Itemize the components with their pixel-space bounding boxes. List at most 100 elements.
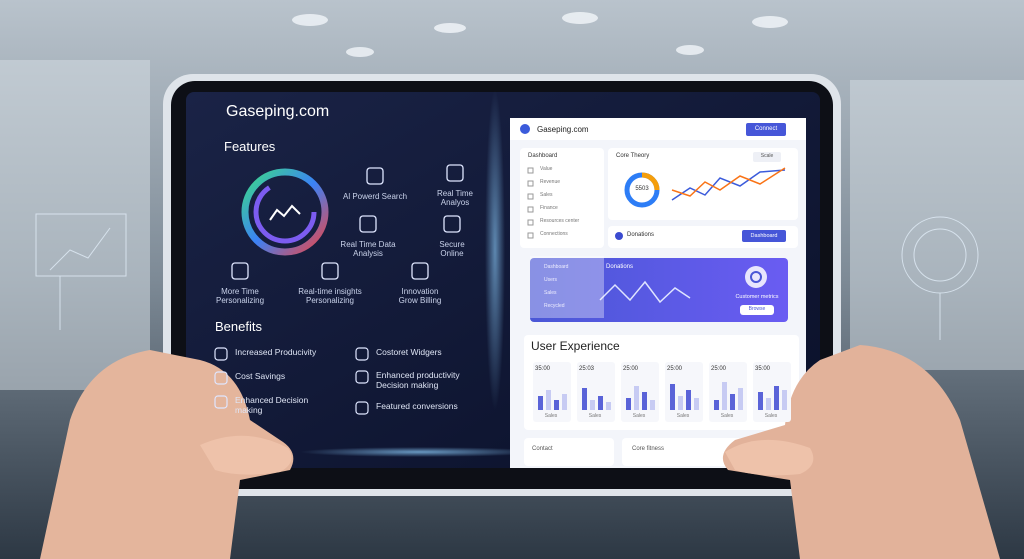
feature-icon [443, 215, 461, 233]
glow [485, 90, 505, 410]
button[interactable] [742, 230, 786, 242]
mini-bar [694, 398, 699, 410]
feature-label: Secure Online [439, 240, 465, 259]
column-label: Sales [676, 413, 690, 419]
line [671, 167, 786, 197]
mini-bar [730, 394, 735, 410]
column-label: Sales [588, 413, 602, 419]
wave [599, 280, 691, 304]
window [0, 60, 150, 390]
column-label: Sales [632, 413, 646, 419]
column-label: Sales [720, 413, 734, 419]
left-hand [40, 350, 294, 559]
benefit-label: Costoret Widgers [376, 347, 442, 357]
benefit-label: Featured conversions [376, 401, 458, 411]
feature-ring [241, 168, 329, 256]
donut [641, 172, 660, 191]
window [850, 80, 1024, 370]
button[interactable] [753, 152, 781, 162]
mini-bar [722, 382, 727, 410]
benefit-icon [355, 370, 369, 384]
brand: Gaseping.com [226, 103, 330, 120]
feature-icon [446, 164, 464, 182]
feature-icon [231, 262, 249, 280]
footer-card [524, 438, 614, 466]
feature-icon [366, 167, 384, 185]
menu-item: Sales [544, 290, 557, 296]
feature-ring [253, 180, 317, 244]
dashboard-header [510, 118, 806, 140]
mini-bar [642, 392, 647, 410]
mini-bar [626, 398, 631, 410]
feature-label: Real Time Analyos [436, 189, 474, 208]
avatar [745, 266, 767, 288]
banner-title: Donations [606, 264, 634, 270]
mini-bar [582, 388, 587, 410]
section-title: Features [224, 139, 276, 154]
right-hand [722, 345, 1000, 559]
feature-label: Innovation Grow Billing [398, 287, 442, 306]
right-thumb [725, 439, 814, 476]
feature-icon [269, 204, 301, 221]
button[interactable] [746, 123, 786, 136]
column-value: 25:03 [579, 366, 595, 372]
section-title: Benefits [215, 319, 262, 334]
profile-label: Donations [627, 232, 655, 238]
column-label: Sales [544, 413, 558, 419]
sidebar-icon [527, 219, 534, 226]
button-label: Scale [760, 153, 774, 159]
feature-label: More Time Personalizing [215, 287, 265, 306]
feature-icon [321, 262, 339, 280]
footer-label: Contact [532, 446, 553, 452]
mini-bar [554, 400, 559, 410]
button-label: Connect [754, 126, 778, 132]
sidebar-icon [527, 193, 534, 200]
sidebar-item: Revenue [540, 179, 561, 185]
avatar [750, 271, 762, 283]
sidebar-item: Value [540, 166, 553, 172]
menu-item: Recycled [544, 303, 565, 309]
mini-bar [650, 400, 655, 410]
mini-bar [758, 392, 763, 410]
menu-item: Users [544, 277, 558, 283]
mini-bar [686, 390, 691, 410]
mini-bar [782, 390, 787, 410]
sidebar-icon [527, 232, 534, 239]
hologram [35, 213, 979, 340]
mini-bar [562, 394, 567, 410]
avatar [615, 232, 623, 240]
mini-bar [546, 390, 551, 410]
mini-bar [766, 398, 771, 410]
column-value: 35:00 [535, 366, 551, 372]
sidebar-item: Sales [540, 192, 553, 198]
feature-label: Real Time Data Analysis [340, 240, 396, 259]
mini-bar [598, 396, 603, 410]
benefit-label: Cost Savings [235, 371, 286, 381]
column-value: 35:00 [755, 366, 771, 372]
button[interactable] [740, 305, 774, 315]
benefit-icon [214, 371, 228, 385]
mini-bar [774, 386, 779, 410]
mini-bar [678, 396, 683, 410]
benefit-label: Increased Producivity [235, 347, 317, 357]
sidebar-icon [527, 167, 534, 174]
sidebar-title: Dashboard [528, 153, 558, 159]
sidebar-item: Connections [540, 231, 568, 237]
benefit-icon [214, 347, 228, 361]
left-thumb [200, 435, 292, 475]
button-label: Browse [748, 306, 766, 312]
column-label: Sales [764, 413, 778, 419]
card-title: User Experience [531, 339, 620, 353]
benefit-icon [355, 401, 369, 415]
banner-caption: Customer metrics [735, 294, 779, 300]
sidebar-icon [527, 206, 534, 213]
column-value: 25:00 [667, 366, 683, 372]
mini-bar [590, 400, 595, 410]
benefit-label: Enhanced productivity Decision making [376, 370, 460, 390]
mini-bar [538, 396, 543, 410]
sidebar-item: Resources center [540, 218, 580, 224]
feature-label: Al Powerd Search [342, 192, 408, 201]
menu-item: Dashboard [544, 264, 569, 270]
